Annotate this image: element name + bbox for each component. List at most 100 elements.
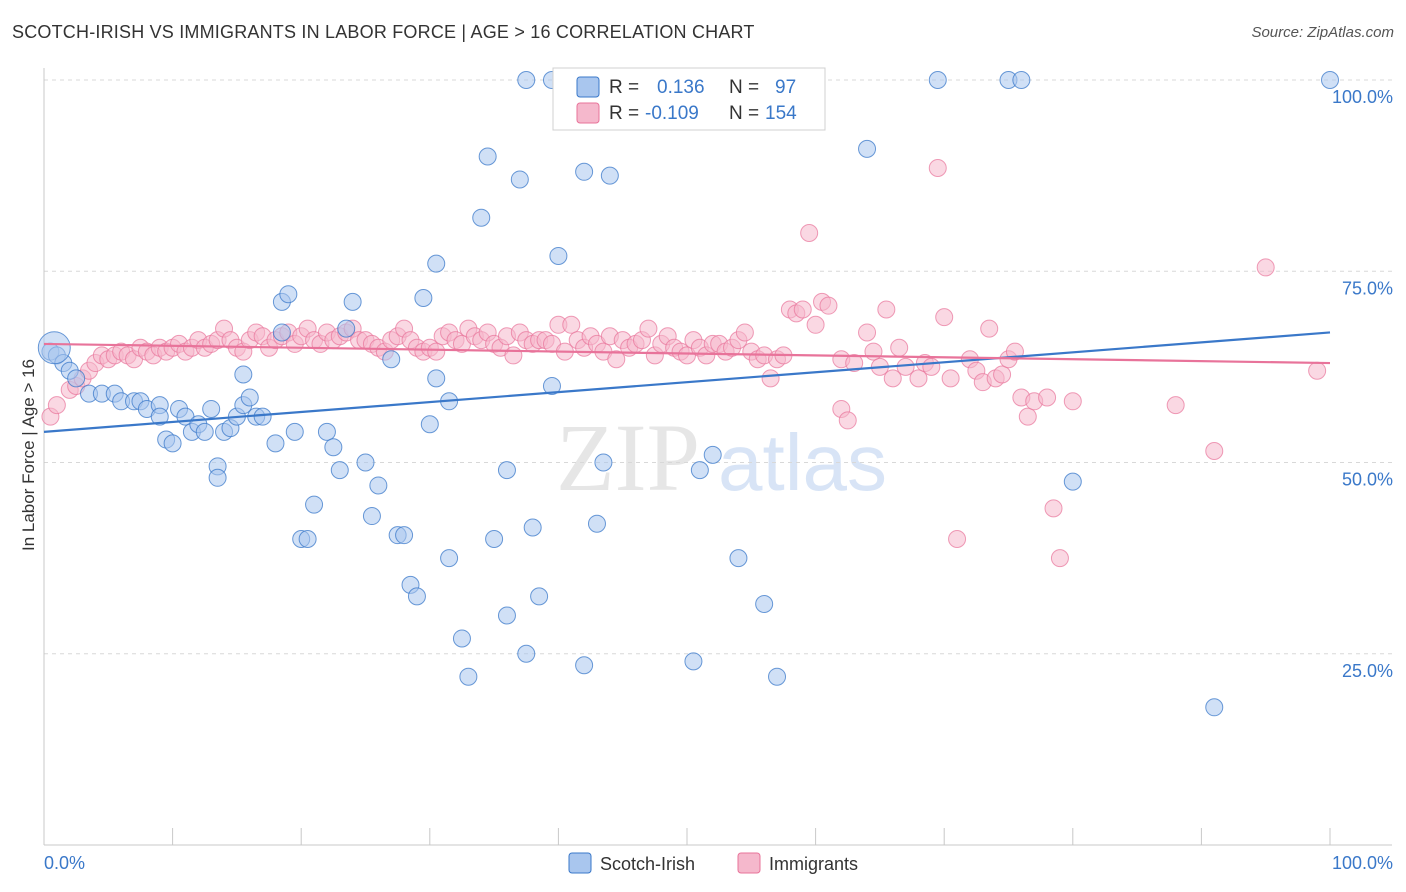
scotch-irish-point [202, 399, 221, 418]
scotch-irish-point [234, 365, 253, 384]
scotch-irish-point [337, 319, 356, 338]
scotch-irish-point [67, 369, 86, 388]
immigrants-point [639, 319, 658, 338]
bottom-legend-label-scotch-irish: Scotch-Irish [600, 854, 695, 874]
scotch-irish-point [440, 549, 459, 568]
immigrants-point [761, 369, 780, 388]
immigrants-point [883, 369, 902, 388]
scotch-irish-point [279, 285, 298, 304]
immigrants-point [935, 308, 954, 327]
immigrants-point [607, 350, 626, 369]
bottom-legend-swatch-blue [568, 852, 592, 874]
scotch-irish-point [420, 415, 439, 434]
watermark-zip: ZIP [556, 404, 700, 511]
scotch-irish-point [362, 507, 381, 526]
immigrants-point [858, 323, 877, 342]
scotch-irish-point [298, 530, 317, 548]
scotch-irish-point [497, 461, 516, 480]
y-tick-labels: 25.0% 50.0% 75.0% 100.0% [1332, 87, 1393, 681]
scotch-irish-point [768, 667, 787, 686]
scotch-irish-point [587, 514, 606, 533]
scotch-irish-point [600, 166, 619, 185]
scotch-irish-point [427, 369, 446, 388]
x-tick-label: 100.0% [1332, 853, 1393, 873]
scotch-irish-point [575, 162, 594, 181]
scotch-irish-point [530, 587, 549, 606]
scotch-irish-point [395, 526, 414, 545]
scotch-irish-point [427, 254, 446, 273]
immigrants-point [1166, 396, 1185, 415]
scotch-irish-point [523, 518, 542, 537]
y-tick-label: 100.0% [1332, 87, 1393, 107]
scotch-irish-point [755, 595, 774, 614]
immigrants-point [928, 158, 947, 177]
y-tick-label: 75.0% [1342, 278, 1393, 298]
immigrants-point [980, 319, 999, 338]
immigrants-point [504, 346, 523, 365]
legend-box: R = 0.136 N = 97 R = -0.109 N = 154 [552, 67, 826, 131]
scotch-irish-point [690, 461, 709, 480]
immigrants-point [941, 369, 960, 388]
scotch-irish-point [549, 246, 568, 265]
immigrants-point [1038, 388, 1057, 407]
x-tick-label: 0.0% [44, 853, 85, 873]
immigrants-point [864, 342, 883, 361]
y-tick-label: 50.0% [1342, 470, 1393, 490]
immigrants-point [47, 396, 66, 415]
scotch-irish-point [150, 407, 169, 426]
immigrants-point [993, 365, 1012, 384]
scotch-irish-point [317, 422, 336, 441]
immigrants-point [948, 530, 967, 548]
scotch-irish-point [1321, 71, 1339, 89]
scotch-irish-point [240, 388, 259, 407]
scotch-irish-point [703, 445, 722, 464]
immigrants-trend-line [43, 342, 1331, 365]
watermark-atlas: atlas [718, 418, 887, 507]
scotch-irish-point [414, 289, 433, 308]
legend-r-value-1: 0.136 [657, 77, 705, 98]
scotch-irish-point [452, 629, 471, 648]
scotch-irish-point [928, 71, 947, 89]
scotch-irish-point [253, 407, 272, 426]
scotch-irish-point [594, 453, 613, 472]
axes [43, 68, 1392, 846]
scotch-irish-point [195, 422, 214, 441]
scotch-irish-point [407, 587, 426, 606]
immigrants-point [1044, 499, 1063, 518]
immigrants-point [1256, 258, 1275, 277]
scotch-irish-point [459, 667, 478, 686]
legend-n-value-2: 154 [765, 103, 797, 124]
y-tick-label: 25.0% [1342, 661, 1393, 681]
immigrants-point [1308, 361, 1327, 380]
scotch-irish-point [575, 656, 594, 675]
legend-swatch-blue [576, 76, 600, 98]
immigrants-point [845, 354, 864, 373]
scotch-irish-point [858, 139, 877, 158]
scotch-irish-points [37, 71, 1339, 717]
scotch-irish-point [472, 208, 491, 227]
immigrants-point [922, 357, 941, 376]
immigrants-point [562, 315, 581, 334]
bottom-legend: Scotch-Irish Immigrants [568, 852, 858, 874]
source-label: Source: ZipAtlas.com [1251, 24, 1394, 41]
immigrants-point [427, 342, 446, 361]
legend-r-label-2: R = [609, 103, 639, 124]
scotch-irish-point [517, 71, 536, 89]
scotch-irish-point [684, 652, 703, 671]
scotch-irish-point [285, 422, 304, 441]
scotch-irish-point [485, 530, 504, 548]
scotch-irish-point [208, 468, 227, 487]
bottom-legend-label-immigrants: Immigrants [769, 854, 858, 874]
immigrants-point [1018, 407, 1037, 426]
legend-r-label-1: R = [609, 77, 639, 98]
legend-n-label-1: N = [729, 77, 759, 98]
scotch-irish-point [382, 350, 401, 369]
immigrants-point [877, 300, 896, 319]
scotch-irish-point [478, 147, 497, 166]
legend-n-label-2: N = [729, 103, 759, 124]
immigrants-point [735, 323, 754, 342]
immigrants-point [1063, 392, 1082, 411]
y-axis-title: In Labor Force | Age > 16 [19, 359, 38, 551]
scotch-irish-point [356, 453, 375, 472]
